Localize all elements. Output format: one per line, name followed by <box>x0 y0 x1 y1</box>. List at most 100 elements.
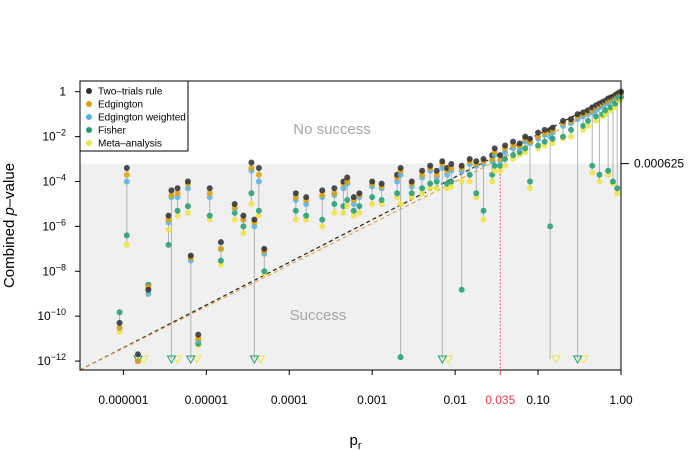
point-57-3 <box>584 117 591 124</box>
point-20-0 <box>319 187 326 194</box>
y-tick-base-0: 1 <box>59 85 66 99</box>
y-tick-base-1: 10 <box>42 130 56 144</box>
point-56-3 <box>580 122 587 129</box>
point-9-0 <box>195 331 202 338</box>
point-15-0 <box>251 216 258 223</box>
point-13-3 <box>240 223 247 230</box>
point-31-4 <box>419 190 426 197</box>
y-tick-base-3: 10 <box>42 219 56 233</box>
point-40-4 <box>480 216 487 223</box>
point-50-0 <box>541 126 548 133</box>
y-tick-label-0: 1 <box>59 85 66 99</box>
point-6-3 <box>174 207 181 214</box>
point-21-1 <box>331 190 338 197</box>
point-36-4 <box>448 183 455 190</box>
point-43-0 <box>497 152 504 159</box>
point-14-3 <box>248 190 255 197</box>
censored-marker-55-4 <box>578 355 589 365</box>
point-52-4 <box>549 140 556 147</box>
point-39-3 <box>473 190 480 197</box>
censored-marker-5-4 <box>172 355 183 365</box>
point-13-4 <box>240 230 247 237</box>
point-1-2 <box>123 178 130 185</box>
point-27-3 <box>378 196 385 203</box>
point-14-4 <box>248 200 255 207</box>
point-1-3 <box>123 232 130 239</box>
point-6-0 <box>174 185 181 192</box>
point-18-0 <box>292 190 299 197</box>
point-31-0 <box>419 167 426 174</box>
point-5-1 <box>168 192 175 199</box>
point-65-3 <box>609 178 616 185</box>
point-37-4 <box>458 178 465 185</box>
point-24-4 <box>350 212 357 219</box>
point-1-1 <box>123 171 130 178</box>
point-62-3 <box>602 107 609 114</box>
point-48-3 <box>527 178 534 185</box>
point-42-4 <box>491 167 498 174</box>
point-27-0 <box>378 180 385 187</box>
point-67-3 <box>614 185 621 192</box>
point-53-3 <box>560 133 567 140</box>
y-tick-label-2: 10−4 <box>42 172 66 188</box>
point-43-3 <box>497 162 504 169</box>
point-33-0 <box>433 167 440 174</box>
point-64-3 <box>607 104 614 111</box>
legend-marker-3 <box>86 127 92 133</box>
point-36-0 <box>448 161 455 168</box>
point-17-0 <box>261 245 268 252</box>
point-24-0 <box>350 194 357 201</box>
point-10-0 <box>206 185 213 192</box>
point-60-4 <box>596 178 603 185</box>
censored-marker-8-4 <box>191 355 202 365</box>
y-tick-label-1: 10−2 <box>42 128 66 144</box>
point-53-0 <box>560 117 567 124</box>
point-11-0 <box>217 239 224 246</box>
point-55-0 <box>574 111 581 118</box>
data-points <box>116 88 624 365</box>
legend-label-3: Fisher <box>98 126 126 137</box>
point-42-3 <box>491 162 498 169</box>
point-16-2 <box>255 178 262 185</box>
censored-marker-55-3 <box>572 355 583 365</box>
x-tick-label-1: 0.00001 <box>185 393 229 407</box>
point-25-3 <box>356 203 363 210</box>
censored-marker-5-3 <box>166 355 177 365</box>
y-axis-title-prefix: Combined <box>1 216 18 289</box>
point-41-4 <box>489 178 496 185</box>
point-13-0 <box>240 212 247 219</box>
point-37-0 <box>458 162 465 169</box>
point-38-3 <box>466 171 473 178</box>
point-22-2 <box>340 185 347 192</box>
censored-marker-2-4 <box>139 355 149 365</box>
point-29-3 <box>397 354 404 361</box>
plot-frame <box>79 80 622 371</box>
y-tick-base-6: 10 <box>37 354 51 368</box>
plot-border <box>79 80 622 371</box>
censored-marker-8-3 <box>185 355 196 365</box>
point-2-0 <box>134 351 141 358</box>
censored-marker-51-4 <box>551 355 562 365</box>
success-label: Success <box>290 307 347 324</box>
point-48-4 <box>527 185 534 192</box>
point-58-3 <box>589 162 596 169</box>
point-7-3 <box>184 203 191 210</box>
point-0-1 <box>116 324 123 331</box>
point-44-0 <box>502 142 509 149</box>
point-23-3 <box>344 196 351 203</box>
point-16-3 <box>255 207 262 214</box>
point-59-3 <box>593 113 600 120</box>
point-60-3 <box>596 171 603 178</box>
no-success-label: No success <box>293 121 371 138</box>
y-tick-exp-5: −10 <box>51 307 66 317</box>
y-tick-exp-3: −6 <box>56 217 66 227</box>
point-40-0 <box>480 156 487 163</box>
legend-marker-4 <box>86 140 92 146</box>
threshold-label: 0.000625 <box>634 157 684 171</box>
point-58-4 <box>589 169 596 176</box>
point-30-0 <box>408 178 415 185</box>
point-29-0 <box>397 164 404 171</box>
legend-marker-2 <box>86 114 92 120</box>
point-59-4 <box>593 117 600 124</box>
